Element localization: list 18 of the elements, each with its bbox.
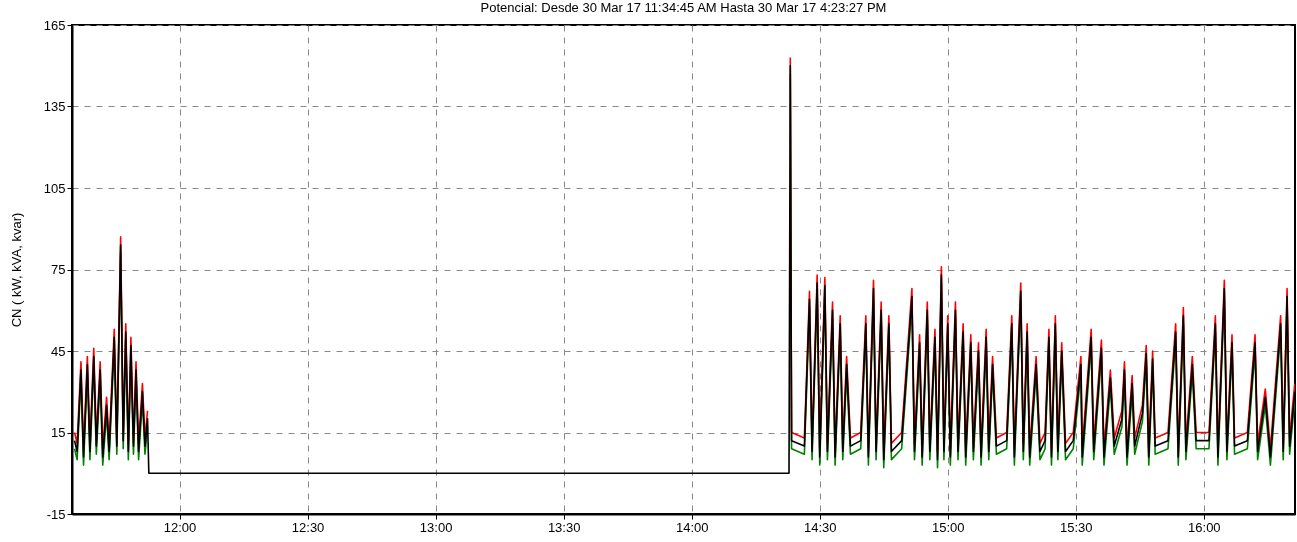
- y-tick-label: -15: [46, 506, 66, 522]
- x-tick-label: 16:00: [1188, 519, 1221, 535]
- y-tick-label: 165: [43, 17, 66, 33]
- x-tick-label: 15:00: [931, 519, 965, 535]
- x-tick-label: 12:30: [291, 519, 325, 535]
- x-tick-label: 14:00: [675, 519, 709, 535]
- y-axis-title: CN ( kW, kVA, kvar): [8, 212, 24, 328]
- y-tick-label: 135: [43, 99, 66, 114]
- x-tick-label: 14:30: [803, 519, 837, 535]
- y-tick-label: 75: [51, 262, 66, 277]
- x-tick-label: 15:30: [1060, 519, 1093, 535]
- chart-title: Potencial: Desde 30 Mar 17 11:34:45 AM Hasta 30 Mar 17 4:23:27 PM: [480, 0, 887, 15]
- y-tick-label: 45: [51, 343, 66, 359]
- x-tick-label: 13:30: [547, 519, 581, 535]
- y-tick-label: 105: [43, 180, 66, 196]
- y-tick-label: 15: [51, 425, 66, 440]
- x-tick-label: 12:00: [163, 519, 197, 535]
- x-tick-label: 13:00: [419, 519, 453, 535]
